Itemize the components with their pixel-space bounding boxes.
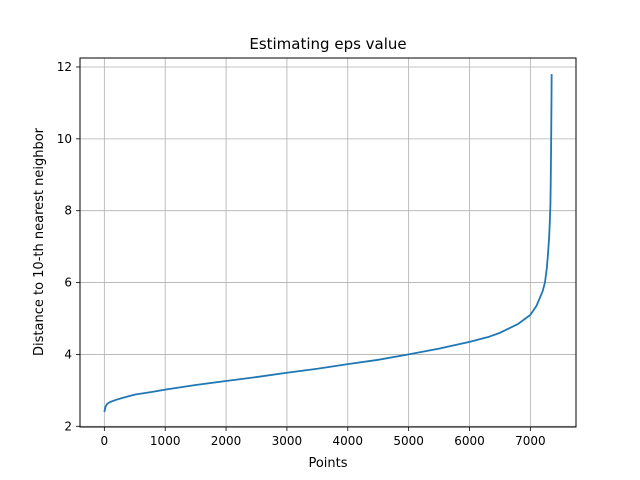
x-tick-label: 0 <box>101 434 109 448</box>
plot-frame <box>79 57 577 428</box>
y-gridlines <box>80 66 576 427</box>
x-tick-label: 4000 <box>333 434 364 448</box>
y-tick-label: 8 <box>64 204 72 218</box>
x-tick-label: 1000 <box>150 434 181 448</box>
x-axis-label: Points <box>308 456 347 471</box>
y-tick-label: 6 <box>64 276 72 290</box>
series-line <box>103 74 553 413</box>
y-tick-label: 4 <box>64 347 72 361</box>
x-gridlines <box>103 58 531 427</box>
x-tick-label: 2000 <box>211 434 242 448</box>
chart-title: Estimating eps value <box>249 35 406 53</box>
x-tick-label: 7000 <box>515 434 546 448</box>
x-tick-label: 6000 <box>454 434 485 448</box>
y-tick-label: 10 <box>57 132 72 146</box>
x-tick-label: 5000 <box>393 434 424 448</box>
y-axis-ticks: 2 4 6 8 10 12 <box>57 60 80 433</box>
x-axis-ticks: 0 1000 2000 3000 4000 5000 6000 7000 <box>101 427 546 448</box>
y-tick-label: 12 <box>57 60 72 74</box>
y-tick-label: 2 <box>64 419 72 433</box>
x-tick-label: 3000 <box>272 434 303 448</box>
y-axis-label: Distance to 10-th nearest neighbor <box>32 127 47 356</box>
